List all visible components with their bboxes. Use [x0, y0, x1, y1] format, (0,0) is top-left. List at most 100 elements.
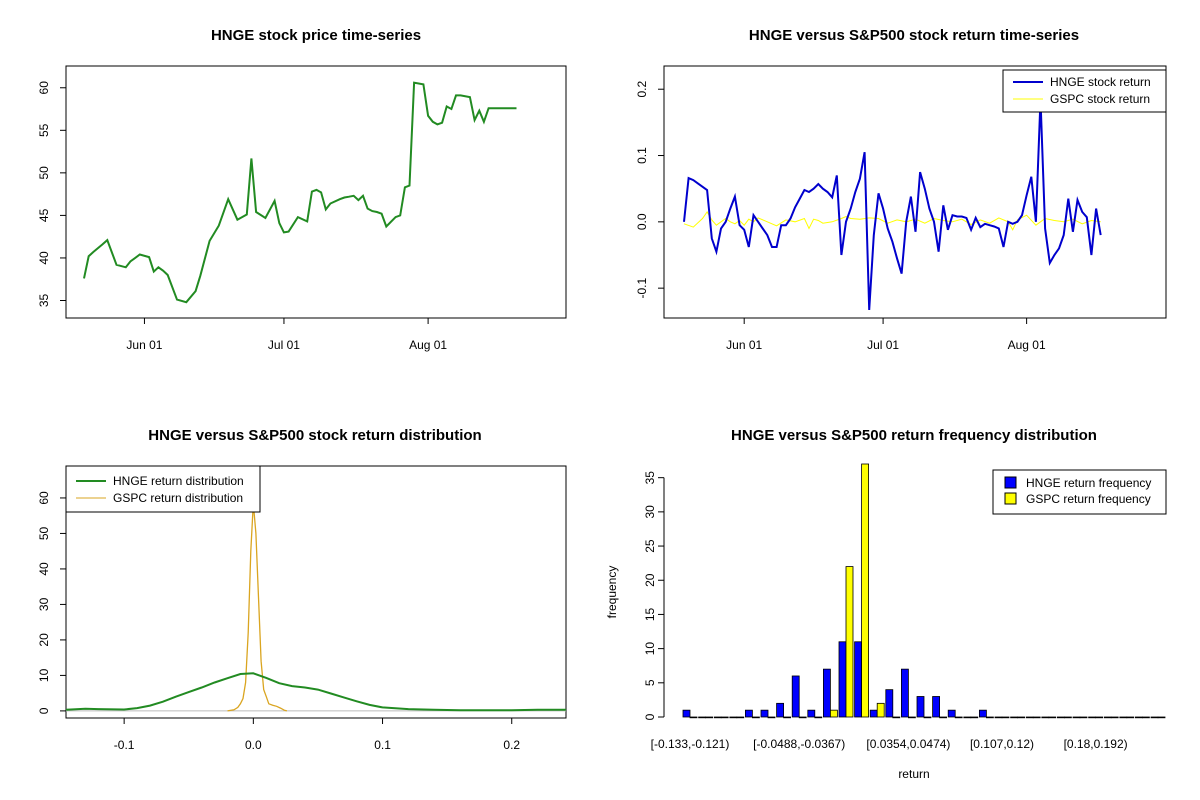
bar-hnge	[979, 709, 987, 718]
series-layer	[683, 99, 1102, 311]
bar-gspc	[1110, 716, 1119, 719]
bar-hnge	[963, 716, 972, 719]
bar-gspc	[892, 716, 901, 719]
bar-gspc	[767, 716, 776, 719]
bar-hnge	[1119, 716, 1128, 719]
bar-hnge	[823, 668, 831, 718]
bar-hnge	[1072, 716, 1081, 719]
y-tick-label: 40	[37, 562, 51, 576]
x-tick-label: Jun 01	[126, 338, 162, 352]
y-tick-label: 5	[643, 679, 657, 686]
bar-hnge	[1025, 716, 1034, 719]
y-tick-label: 0	[643, 713, 657, 720]
bar-hnge	[682, 709, 691, 718]
series-line-hnge-return	[683, 99, 1102, 311]
x-tick-label: 0.1	[374, 738, 391, 752]
bar-gspc	[970, 716, 979, 719]
x-category-label: [0.0354,0.0474)	[866, 737, 950, 751]
y-tick-label: 15	[643, 607, 657, 621]
panel-return-frequency: HNGE versus S&P500 return frequency dist…	[605, 427, 1167, 781]
legend-label-gspc: GSPC return distribution	[113, 491, 243, 505]
bar-hnge	[947, 709, 956, 718]
bar-gspc	[752, 716, 760, 719]
bar-gspc	[798, 716, 807, 719]
bar-gspc	[689, 716, 698, 719]
y-tick-label: 25	[643, 539, 657, 553]
bar-hnge	[791, 675, 800, 718]
bar-hnge	[760, 709, 769, 718]
y-tick-label: 10	[37, 668, 51, 682]
legend-box	[65, 465, 261, 513]
bar-gspc	[830, 709, 838, 718]
panel-title: HNGE stock price time-series	[211, 27, 421, 44]
bar-hnge	[807, 709, 816, 718]
bar-hnge	[1041, 716, 1050, 719]
bar-hnge	[729, 716, 738, 719]
legend: HNGE return frequency GSPC return freque…	[992, 469, 1167, 515]
bar-gspc	[1048, 716, 1057, 719]
y-tick-label: 30	[37, 597, 51, 611]
bar-hnge	[1057, 716, 1065, 719]
bar-hnge	[916, 696, 925, 718]
y-tick-label: 50	[37, 526, 51, 540]
bar-hnge	[1010, 716, 1018, 719]
axes: Jun 01 Jul 01 Aug 01 35 40 45 50 55 60	[37, 81, 447, 352]
legend-box	[992, 469, 1167, 515]
plot-frame	[663, 65, 1167, 319]
plot-frame	[65, 465, 567, 719]
x-axis-label: return	[898, 767, 929, 781]
bar-gspc	[1157, 716, 1166, 719]
bar-hnge	[854, 641, 862, 718]
bar-hnge	[1135, 716, 1143, 719]
bar-gspc	[814, 716, 823, 719]
x-tick-label: Aug 01	[409, 338, 447, 352]
legend-label-gspc: GSPC return frequency	[1026, 492, 1151, 506]
panel-title: HNGE versus S&P500 stock return time-ser…	[749, 27, 1079, 44]
bar-gspc	[954, 716, 963, 719]
bar-gspc	[1095, 716, 1103, 719]
bar-gspc	[705, 716, 713, 719]
y-tick-label: 10	[643, 642, 657, 656]
y-tick-label: 0	[37, 707, 51, 714]
x-tick-label: -0.1	[114, 738, 135, 752]
bar-hnge	[1088, 716, 1096, 719]
bar-gspc	[1079, 716, 1088, 719]
bar-gspc	[923, 716, 932, 719]
x-category-label: [-0.0488,-0.0367)	[753, 737, 845, 751]
y-tick-label: 50	[37, 166, 51, 180]
bar-hnge	[838, 641, 847, 718]
bar-gspc	[783, 716, 791, 719]
legend-box	[1002, 69, 1167, 113]
y-tick-label: 30	[643, 505, 657, 519]
legend: HNGE stock return GSPC stock return	[1002, 69, 1167, 113]
x-category-label: [0.107,0.12)	[970, 737, 1034, 751]
bar-hnge	[1103, 716, 1112, 719]
bar-gspc	[1142, 716, 1150, 719]
bar-hnge	[994, 716, 1003, 719]
axes: Jun 01 Jul 01 Aug 01 -0.1 0.0 0.1 0.2	[635, 81, 1046, 352]
bar-hnge	[869, 709, 878, 718]
x-tick-label: Jul 01	[867, 338, 899, 352]
x-category-label: [0.18,0.192)	[1064, 737, 1128, 751]
bar-gspc	[1001, 716, 1010, 719]
bar-gspc	[861, 463, 869, 718]
bar-hnge	[885, 689, 894, 718]
legend-swatch-gspc	[1004, 492, 1017, 505]
bar-gspc	[1032, 716, 1041, 719]
bar-gspc	[1064, 716, 1072, 719]
bar-hnge	[1150, 716, 1159, 719]
y-tick-label: 20	[643, 573, 657, 587]
series-line-gspc-density	[227, 503, 288, 712]
bar-gspc	[1126, 716, 1135, 719]
bar-hnge	[698, 716, 706, 719]
legend-label-gspc: GSPC stock return	[1050, 92, 1150, 106]
y-tick-label: 40	[37, 251, 51, 265]
legend-label-hnge: HNGE return distribution	[113, 474, 244, 488]
bar-hnge	[745, 709, 753, 718]
series-layer	[83, 81, 517, 304]
plot-frame	[65, 65, 567, 319]
bar-hnge	[776, 702, 784, 718]
legend-label-hnge: HNGE stock return	[1050, 75, 1151, 89]
panel-return-series: HNGE versus S&P500 stock return time-ser…	[635, 27, 1167, 352]
